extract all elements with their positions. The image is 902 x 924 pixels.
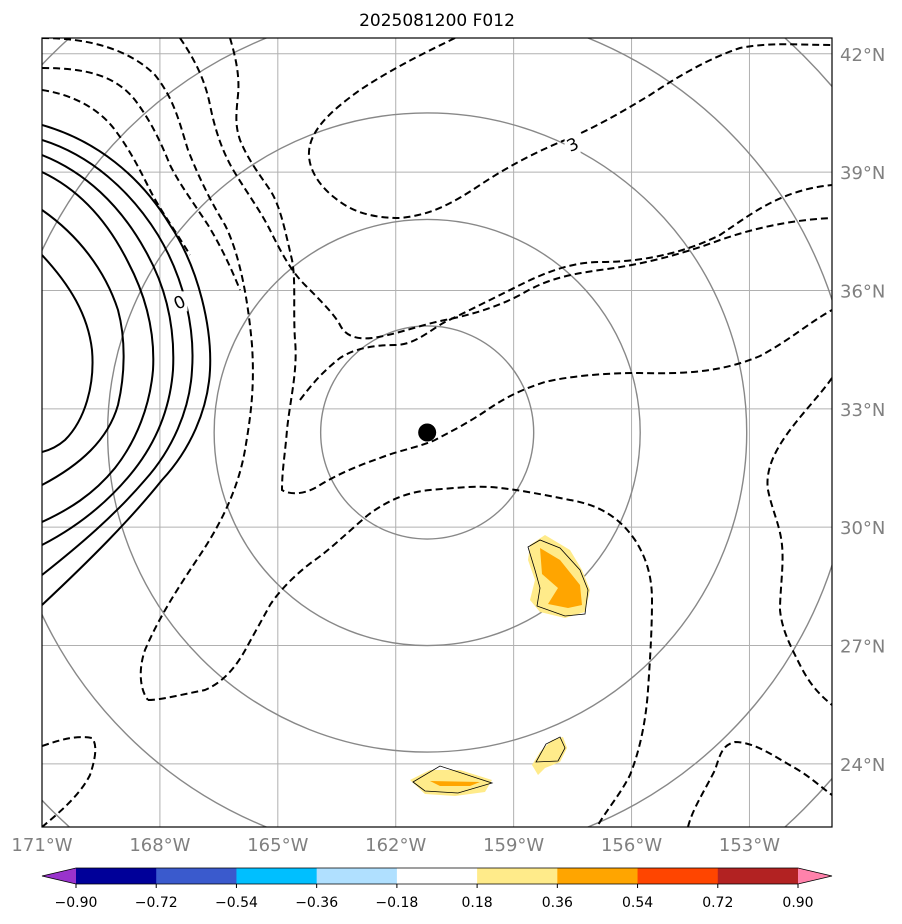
lat-tick-label: 39°N (840, 163, 885, 184)
dashed-contour-southwest (42, 736, 97, 827)
solid-contour-1 (42, 139, 194, 576)
solid-contour-5 (42, 254, 94, 453)
solid-contour-4 (42, 209, 125, 486)
solid-contours (42, 124, 212, 606)
dashed-contour-west-3 (42, 89, 191, 256)
solid-contour-0 (42, 124, 212, 606)
lat-tick-label: 27°N (840, 637, 885, 658)
range-ring-0 (319, 325, 535, 540)
colorbar-segment (396, 868, 478, 884)
dashed-contour-east (766, 377, 832, 706)
lon-tick-label: 156°W (601, 835, 662, 856)
dashed-contour-southeast (687, 740, 832, 827)
range-ring-2 (106, 112, 748, 753)
shaded-area-east-orange (540, 548, 582, 608)
colorbar-tick-label: −0.90 (55, 895, 98, 911)
map-background (42, 38, 832, 827)
solid-contour-3 (42, 171, 155, 523)
lat-tick-label: 24°N (840, 755, 885, 776)
range-ring-1 (213, 218, 641, 647)
dashed-contour-mid-2 (179, 38, 832, 340)
lon-tick-label: 171°W (11, 835, 72, 856)
colorbar-tick-label: −0.72 (135, 895, 178, 911)
colorbar-segment (156, 868, 237, 884)
dashed-contour-upper (307, 38, 832, 220)
lat-tick-label: 33°N (840, 400, 885, 421)
dashed-contour-west-2 (42, 67, 241, 291)
gridlines (42, 38, 832, 827)
colorbar-tick-label: −0.18 (375, 895, 418, 911)
colorbar-extend-high (798, 868, 832, 884)
lat-tick-label: 30°N (840, 518, 885, 539)
lon-tick-label: 159°W (483, 835, 544, 856)
shaded-outline-small (535, 736, 566, 763)
colorbar-tick-label: 0.54 (622, 895, 653, 911)
shaded-area-small-pale (532, 737, 567, 775)
shaded-outline-south (412, 765, 494, 794)
chart-title: 2025081200 F012 (359, 11, 515, 31)
colorbar-tick-label: 0.72 (702, 895, 733, 911)
map-frame (41, 37, 833, 828)
colorbar-segment (717, 868, 799, 884)
dashed-contour-west-1 (42, 38, 254, 701)
colorbar: −0.90 −0.72 −0.54 −0.36 −0.18 0.18 0.36 0.54 0.7… (41, 867, 833, 911)
colorbar-segment (316, 868, 398, 884)
colorbar-tick-label: 0.18 (462, 895, 493, 911)
colorbar-segment (637, 868, 719, 884)
colorbar-segment (477, 868, 558, 884)
dashed-contour-mid-1 (229, 38, 832, 495)
dashed-contours (42, 38, 832, 827)
colorbar-segment (76, 868, 157, 884)
contour-label-bg-0 (564, 133, 581, 154)
shaded-outline-east (527, 539, 589, 617)
colorbar-tick-label: 0.36 (542, 895, 573, 911)
colorbar-tick-label: 0.90 (782, 895, 813, 911)
lon-tick-label: 162°W (365, 835, 426, 856)
solid-contour-2 (42, 154, 175, 546)
shaded-area-south-orange (430, 781, 480, 786)
colorbar-extend-low (42, 868, 76, 884)
lat-tick-label: 42°N (840, 45, 885, 66)
contour-label-bg-1 (171, 291, 188, 312)
colorbar-segment (557, 868, 639, 884)
lon-tick-label: 168°W (129, 835, 190, 856)
latitude-tick-labels: 42°N 39°N 36°N 33°N 30°N 27°N 24°N (840, 45, 885, 776)
contour-labels: 30 (171, 133, 582, 315)
colorbar-segment (236, 868, 318, 884)
lon-tick-label: 165°W (247, 835, 308, 856)
dashed-contour-mid-3 (299, 184, 832, 401)
center-marker (418, 423, 437, 442)
lat-tick-label: 36°N (840, 281, 885, 302)
colorbar-tick-label: −0.54 (215, 895, 258, 911)
lon-tick-label: 153°W (719, 835, 780, 856)
shaded-area-outlines (412, 539, 589, 794)
colorbar-tick-label: −0.36 (295, 895, 338, 911)
dashed-contour-south-1 (147, 485, 654, 827)
longitude-tick-labels: 171°W 168°W 165°W 162°W 159°W 156°W 153°W (11, 835, 780, 856)
